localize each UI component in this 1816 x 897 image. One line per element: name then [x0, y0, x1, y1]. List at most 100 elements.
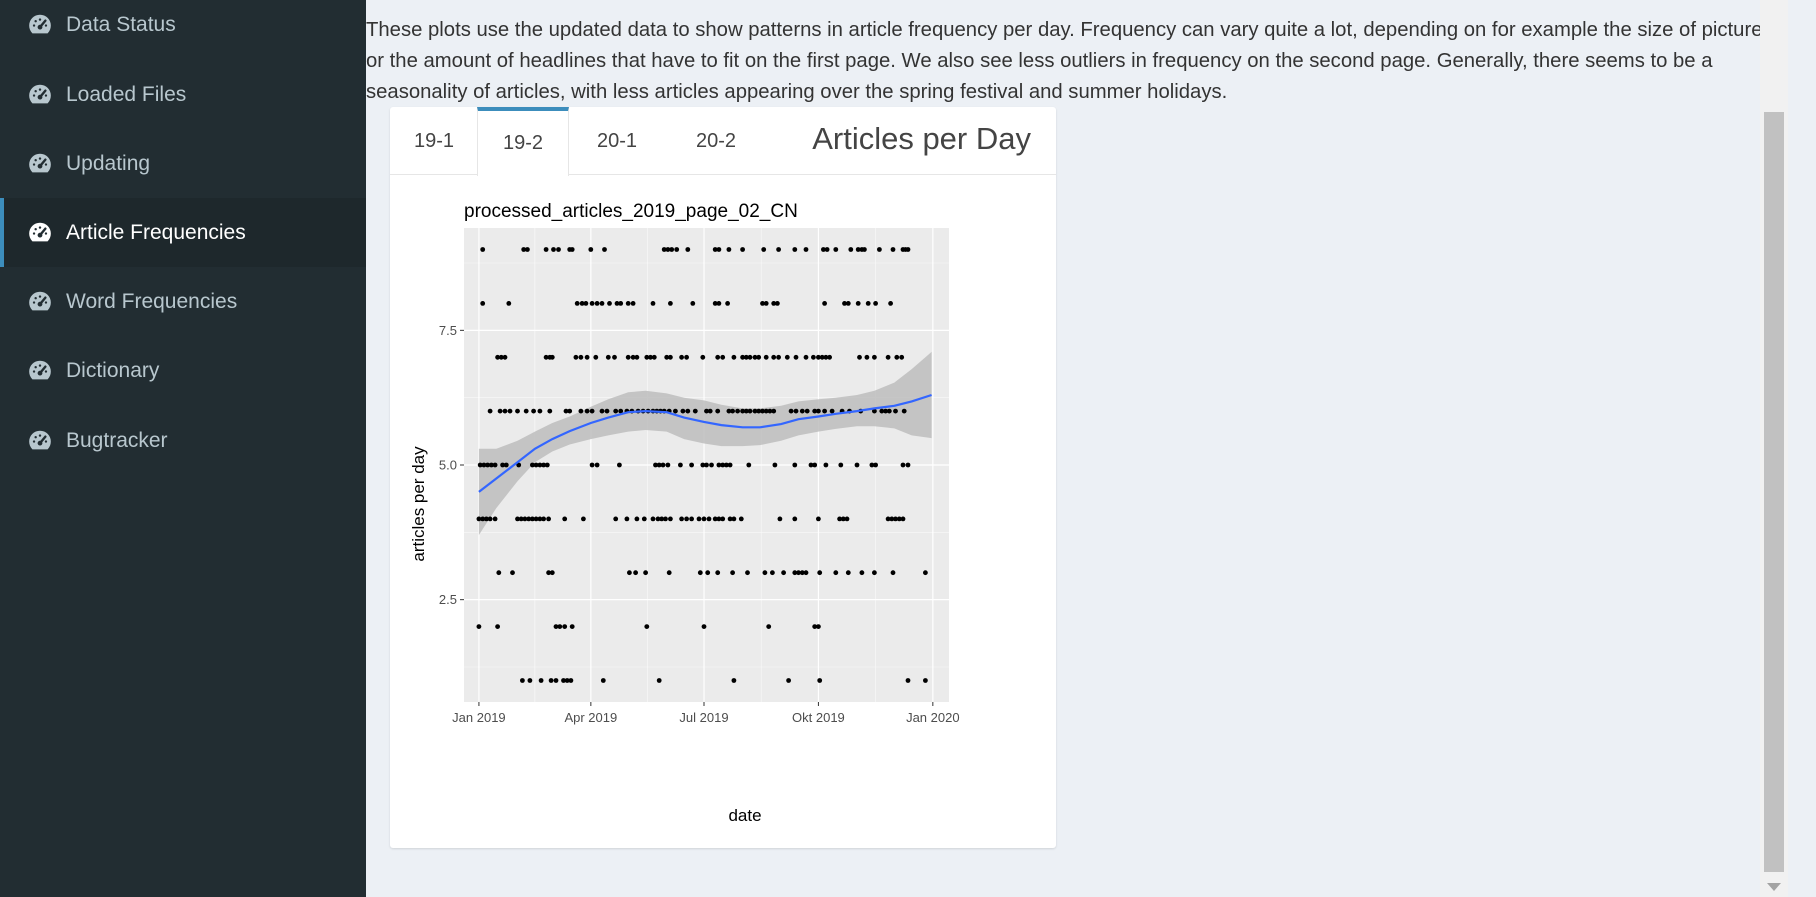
data-point	[659, 516, 665, 522]
data-point	[763, 301, 769, 306]
data-point	[518, 516, 524, 522]
data-point	[561, 678, 566, 683]
data-point	[502, 354, 508, 360]
data-point	[816, 624, 821, 629]
data-point	[873, 462, 878, 468]
data-point	[885, 516, 891, 522]
data-point	[588, 247, 594, 252]
sidebar-item-article-frequencies[interactable]: Article Frequencies	[0, 198, 366, 267]
data-point	[496, 570, 502, 576]
data-point	[812, 408, 818, 414]
tab-19-2[interactable]: 19-2	[477, 107, 569, 176]
data-point	[594, 301, 600, 306]
data-point	[706, 516, 712, 522]
data-point	[668, 516, 673, 522]
data-point	[704, 408, 709, 414]
sidebar-item-loaded-files[interactable]: Loaded Files	[0, 60, 366, 129]
x-tick-label: Apr 2019	[564, 710, 617, 725]
data-point	[793, 354, 799, 360]
data-point	[607, 301, 612, 306]
dashboard-icon	[27, 428, 53, 454]
data-point	[877, 247, 882, 252]
data-point	[548, 678, 554, 683]
data-point	[605, 354, 611, 360]
data-point	[476, 516, 482, 522]
data-point	[720, 354, 726, 360]
sidebar-item-label: Data Status	[66, 12, 176, 36]
sidebar-item-dictionary[interactable]: Dictionary	[0, 336, 366, 405]
data-point	[812, 624, 818, 629]
data-point	[872, 570, 877, 576]
data-point	[784, 354, 790, 360]
data-point	[656, 462, 662, 468]
data-point	[569, 247, 575, 252]
data-point	[786, 678, 791, 683]
data-point	[668, 301, 673, 306]
sidebar-item-data-status[interactable]: Data Status	[0, 0, 366, 59]
dashboard-icon	[27, 289, 53, 315]
tab-bar: 19-1 19-2 20-1 20-2 Articles per Day	[390, 107, 1056, 176]
data-point	[767, 408, 773, 414]
sidebar-item-bugtracker[interactable]: Bugtracker	[0, 406, 366, 475]
data-point	[854, 462, 860, 468]
tab-19-1[interactable]: 19-1	[413, 129, 455, 152]
data-point	[716, 301, 722, 306]
data-point	[661, 247, 667, 252]
data-point	[492, 516, 498, 522]
y-axis-label: articles per day	[409, 446, 428, 562]
data-point	[888, 301, 893, 306]
dashboard-icon	[27, 151, 53, 177]
data-point	[725, 301, 730, 306]
data-point	[743, 408, 749, 414]
data-point	[822, 301, 827, 306]
scrollbar-thumb[interactable]	[1764, 112, 1784, 872]
scroll-down-arrow-icon[interactable]	[1767, 883, 1781, 891]
data-point	[567, 408, 573, 414]
data-point	[656, 678, 662, 683]
dashboard-icon	[27, 12, 53, 38]
tab-20-1[interactable]: 20-1	[596, 129, 638, 152]
data-point	[845, 301, 851, 306]
data-point	[644, 624, 650, 629]
data-point	[526, 516, 532, 522]
data-point	[923, 678, 928, 683]
data-point	[684, 516, 689, 522]
scrollbar[interactable]	[1760, 0, 1788, 897]
data-point	[862, 247, 867, 252]
data-point	[581, 516, 586, 522]
data-point	[823, 354, 829, 360]
data-point	[579, 301, 585, 306]
sidebar-item-word-frequencies[interactable]: Word Frequencies	[0, 267, 366, 336]
data-point	[692, 408, 698, 414]
data-point	[796, 570, 801, 576]
data-point	[788, 408, 794, 414]
sidebar-item-label: Loaded Files	[66, 82, 187, 106]
data-point	[653, 462, 658, 468]
data-point	[738, 516, 744, 522]
data-point	[685, 408, 691, 414]
data-point	[816, 516, 821, 522]
sidebar-item-updating[interactable]: Updating	[0, 129, 366, 198]
data-point	[673, 408, 678, 414]
data-point	[633, 570, 638, 576]
data-point	[812, 462, 818, 468]
data-point	[495, 624, 500, 629]
tab-20-2[interactable]: 20-2	[695, 129, 737, 152]
data-point	[771, 354, 777, 360]
data-point	[823, 462, 829, 468]
data-point	[643, 570, 648, 576]
data-point	[731, 516, 737, 522]
data-point	[763, 354, 769, 360]
data-point	[506, 301, 512, 306]
sidebar: Data Status Loaded Files Updating Article F…	[0, 0, 366, 897]
data-point	[538, 678, 544, 683]
data-point	[763, 408, 769, 414]
y-tick-label: 7.5	[439, 323, 457, 338]
sidebar-item-label: Updating	[66, 151, 151, 175]
data-point	[756, 354, 762, 360]
data-point	[772, 462, 778, 468]
data-point	[546, 516, 551, 522]
data-point	[599, 301, 605, 306]
data-point	[715, 354, 721, 360]
data-point	[614, 301, 620, 306]
